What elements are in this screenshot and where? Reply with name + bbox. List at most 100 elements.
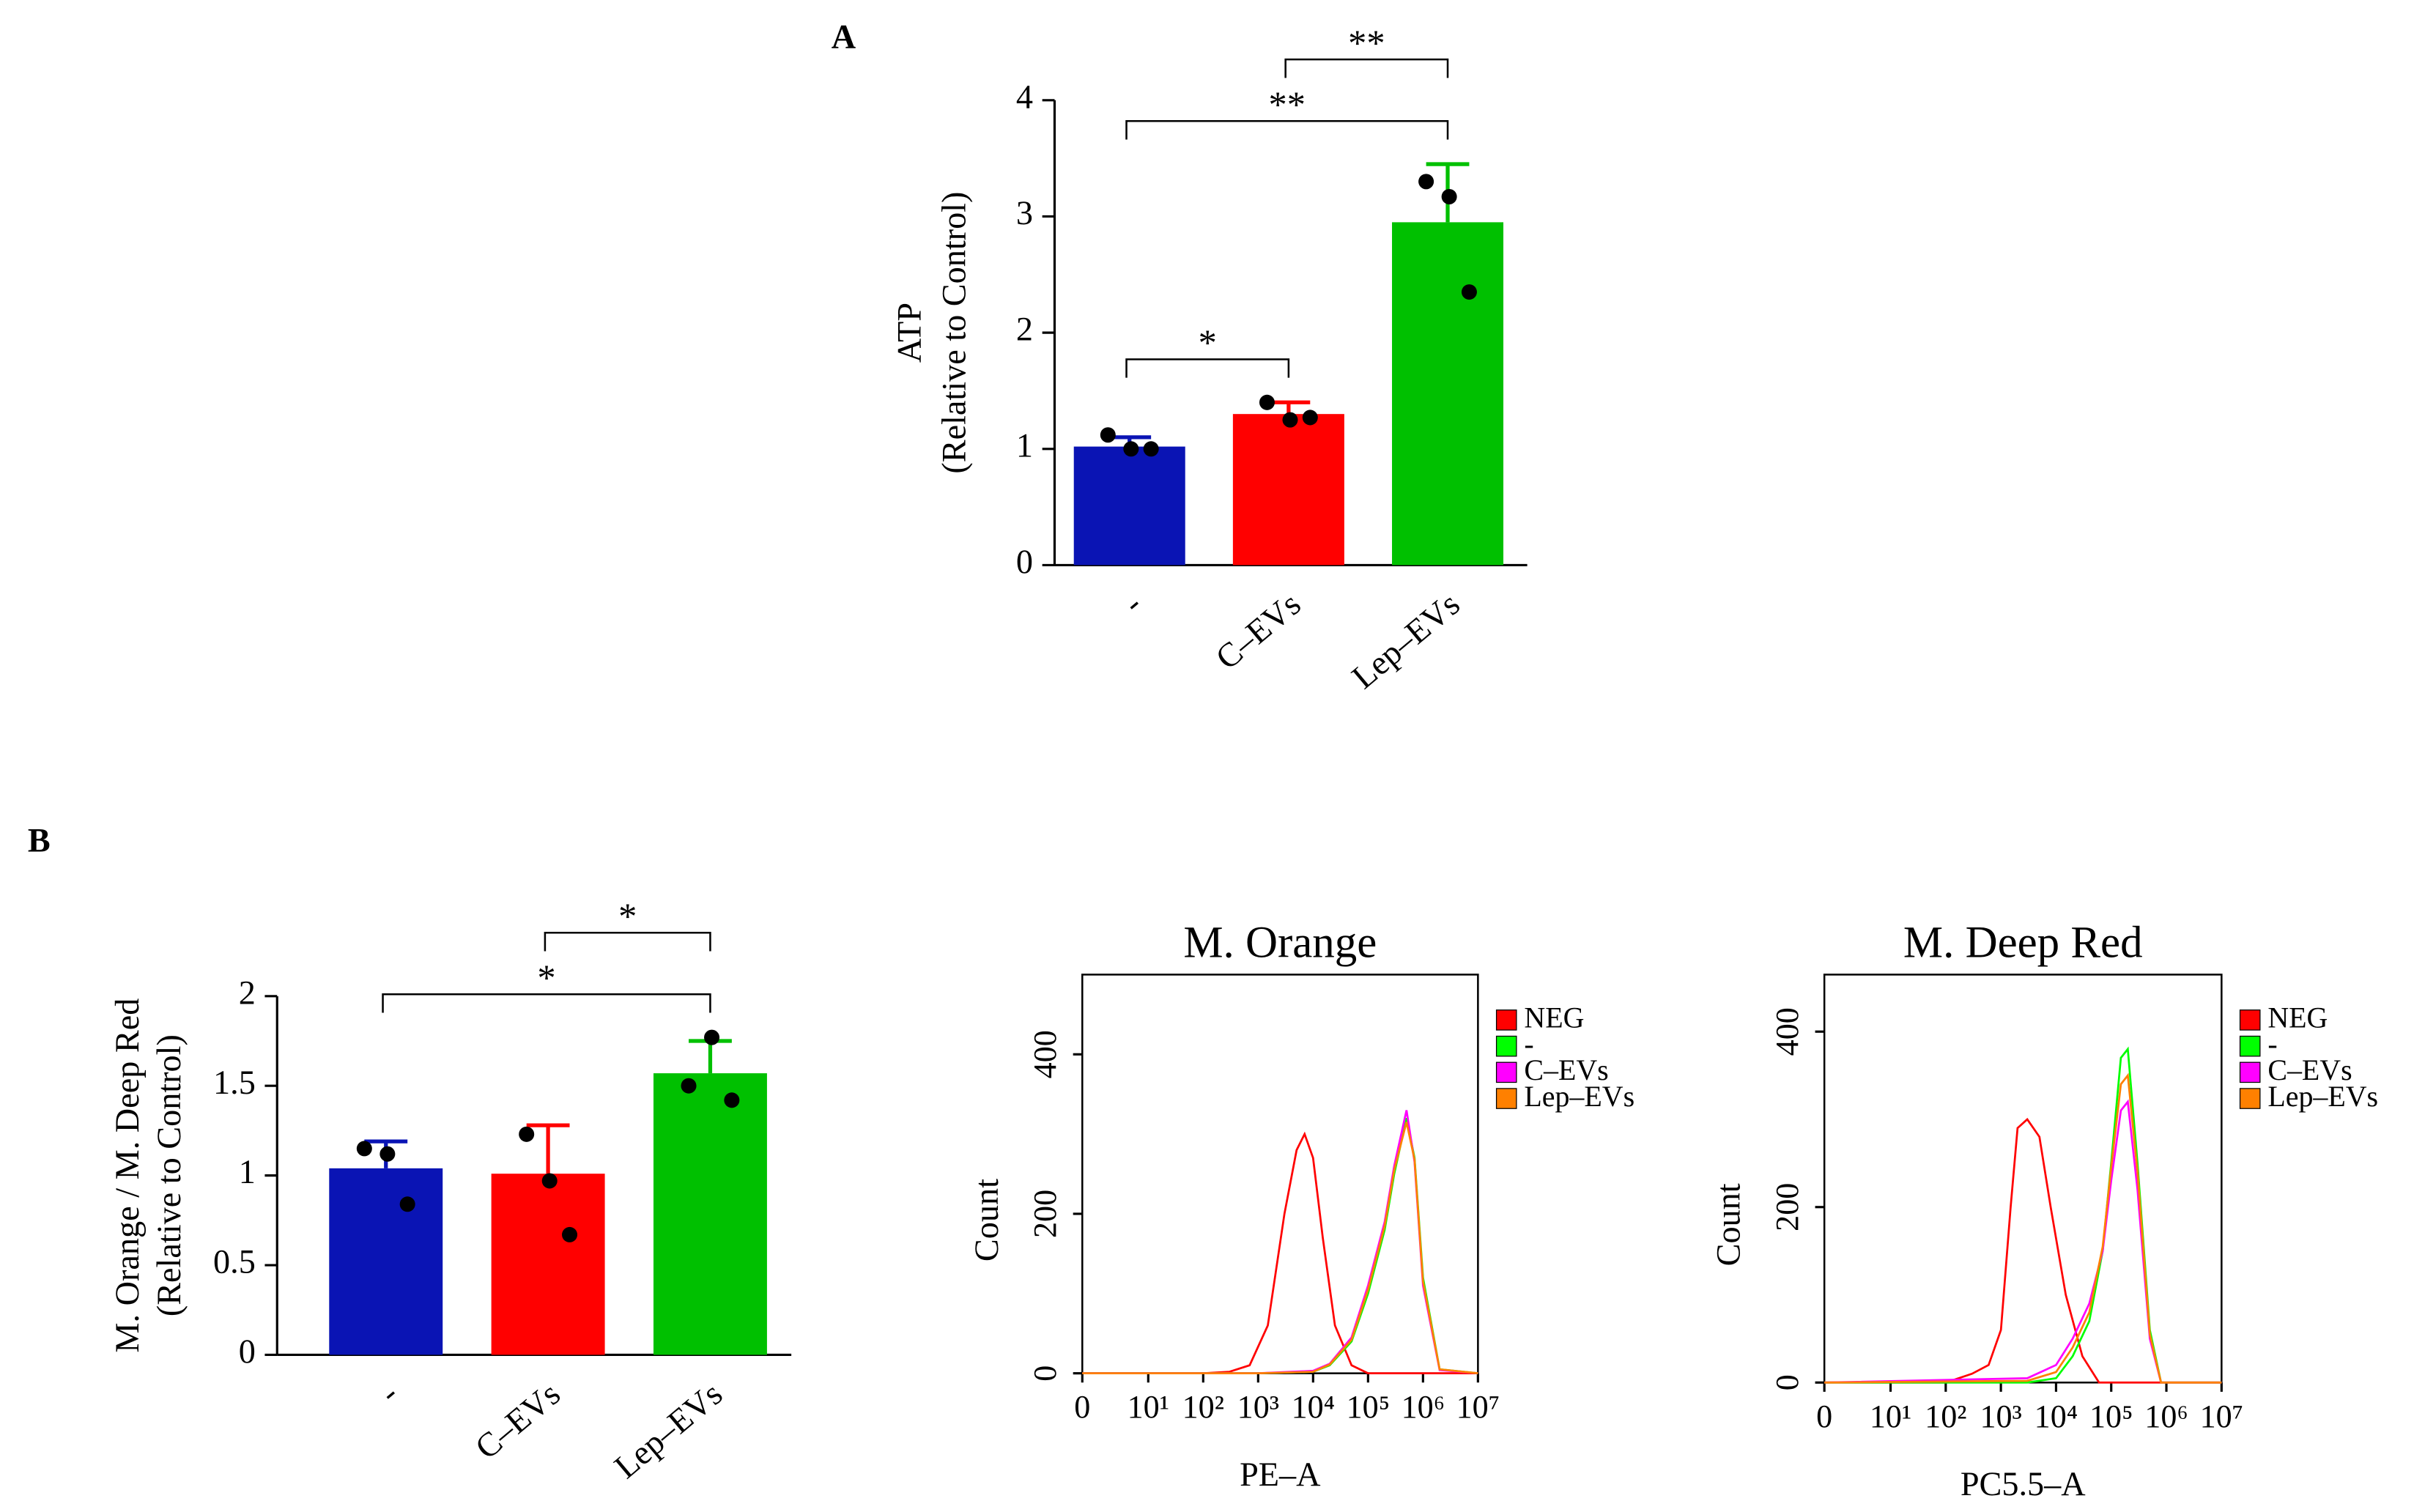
histogram-line (1082, 1131, 1478, 1375)
legend-label: NEG (1524, 1001, 1584, 1034)
bar (1392, 222, 1504, 566)
y-axis-label: M. Orange / M. Deep Red (108, 998, 146, 1353)
x-tick-label: 0 (1816, 1398, 1832, 1434)
y-axis-label: Count (1710, 1183, 1747, 1266)
legend-label: - (2267, 1027, 2277, 1060)
x-tick-label: 10³ (1237, 1389, 1279, 1425)
legend-swatch (1495, 1088, 1517, 1109)
significance-label: ** (1269, 84, 1306, 125)
y-tick-label: 200 (1769, 1183, 1805, 1231)
legend-swatch (1495, 1061, 1517, 1083)
plot-frame (1823, 974, 2223, 1384)
legend-swatch (1495, 1009, 1517, 1031)
bar (329, 1168, 443, 1355)
plot-frame (1081, 974, 1479, 1374)
legend-swatch (2239, 1088, 2261, 1109)
y-tick-label: 400 (1769, 1007, 1805, 1056)
significance-bracket (1125, 119, 1449, 140)
data-point (1302, 410, 1318, 426)
x-tick-label: 10⁴ (2035, 1398, 2078, 1434)
y-tick-label: 2 (1016, 311, 1033, 348)
y-tick-label: 0 (1027, 1365, 1063, 1382)
y-tick-label: 2 (239, 974, 256, 1011)
legend-label: Lep–EVs (2267, 1080, 2378, 1113)
x-tick-label: 10⁴ (1292, 1389, 1336, 1425)
significance-label: ** (1348, 23, 1385, 64)
x-tick-label: 10⁵ (1347, 1389, 1391, 1425)
data-point (519, 1126, 535, 1142)
legend-swatch (1495, 1035, 1517, 1057)
histogram-line (1824, 1072, 2222, 1384)
significance-bracket (544, 931, 711, 952)
significance-bracket (1125, 358, 1290, 378)
x-tick-label: Lep–EVs (607, 1375, 730, 1486)
x-tick-label: - (1116, 585, 1149, 621)
data-point (1282, 412, 1298, 428)
histogram-line (1824, 1117, 2222, 1384)
y-tick-label: 3 (1016, 194, 1033, 231)
data-point (1100, 427, 1116, 443)
y-axis-label: ATP (891, 303, 928, 363)
y-axis-label: Count (968, 1179, 1005, 1261)
x-axis-label: PE–A (1240, 1456, 1321, 1493)
x-tick-label: 10⁵ (2089, 1398, 2133, 1434)
legend-label: C–EVs (2267, 1053, 2352, 1086)
panel-label: B (28, 821, 51, 859)
x-axis-label: PC5.5–A (1961, 1465, 2086, 1502)
chart-title: M. Deep Red (1903, 919, 2143, 968)
bar (1232, 414, 1344, 566)
y-tick-label: 200 (1027, 1190, 1063, 1238)
x-tick-label: 10⁷ (1456, 1389, 1500, 1425)
chart-title: M. Orange (1183, 919, 1377, 968)
significance-label: * (1199, 322, 1217, 363)
data-point (1441, 188, 1457, 204)
data-point (704, 1029, 720, 1045)
data-point (541, 1173, 558, 1189)
legend-swatch (2239, 1009, 2261, 1031)
x-tick-label: Lep–EVs (1344, 585, 1467, 696)
legend-label: - (1524, 1027, 1533, 1060)
y-tick-label: 1 (1016, 426, 1033, 464)
data-point (1461, 284, 1477, 300)
panel-label: A (832, 18, 856, 55)
x-tick-label: - (372, 1375, 405, 1411)
histogram-line (1824, 1099, 2222, 1384)
x-tick-label: C–EVs (1209, 585, 1308, 677)
x-tick-label: 10² (1182, 1389, 1224, 1425)
y-tick-label: 0 (239, 1333, 256, 1370)
histogram-line (1082, 1122, 1478, 1375)
legend-swatch (2239, 1061, 2261, 1083)
bar (1073, 446, 1185, 566)
data-point (1418, 174, 1434, 190)
significance-label: * (618, 896, 637, 937)
x-tick-label: 10¹ (1870, 1398, 1911, 1434)
x-tick-label: 10⁶ (1402, 1389, 1445, 1425)
bar (491, 1174, 605, 1355)
y-tick-label: 1 (239, 1153, 256, 1190)
data-point (379, 1146, 396, 1162)
x-tick-label: 10² (1925, 1398, 1966, 1434)
significance-bracket (382, 993, 711, 1013)
data-point (1123, 441, 1139, 457)
x-tick-label: 10¹ (1128, 1389, 1169, 1425)
legend-label: Lep–EVs (1524, 1080, 1634, 1113)
legend-label: NEG (2267, 1001, 2328, 1034)
y-tick-label: 0 (1016, 543, 1033, 580)
histogram-line (1824, 1046, 2222, 1384)
y-tick-label: 1.5 (213, 1064, 256, 1101)
data-point (724, 1092, 740, 1108)
data-point (1259, 394, 1275, 410)
data-point (681, 1078, 697, 1094)
x-tick-label: 0 (1074, 1389, 1090, 1425)
data-point (399, 1196, 415, 1212)
significance-bracket (1284, 58, 1449, 78)
x-tick-label: 10³ (1980, 1398, 2021, 1434)
legend-swatch (2239, 1035, 2261, 1057)
y-tick-label: 4 (1016, 78, 1033, 115)
y-axis-label: (Relative to Control) (150, 1034, 188, 1316)
x-tick-label: 10⁶ (2144, 1398, 2188, 1434)
bar (653, 1073, 767, 1355)
legend-label: C–EVs (1524, 1053, 1608, 1086)
